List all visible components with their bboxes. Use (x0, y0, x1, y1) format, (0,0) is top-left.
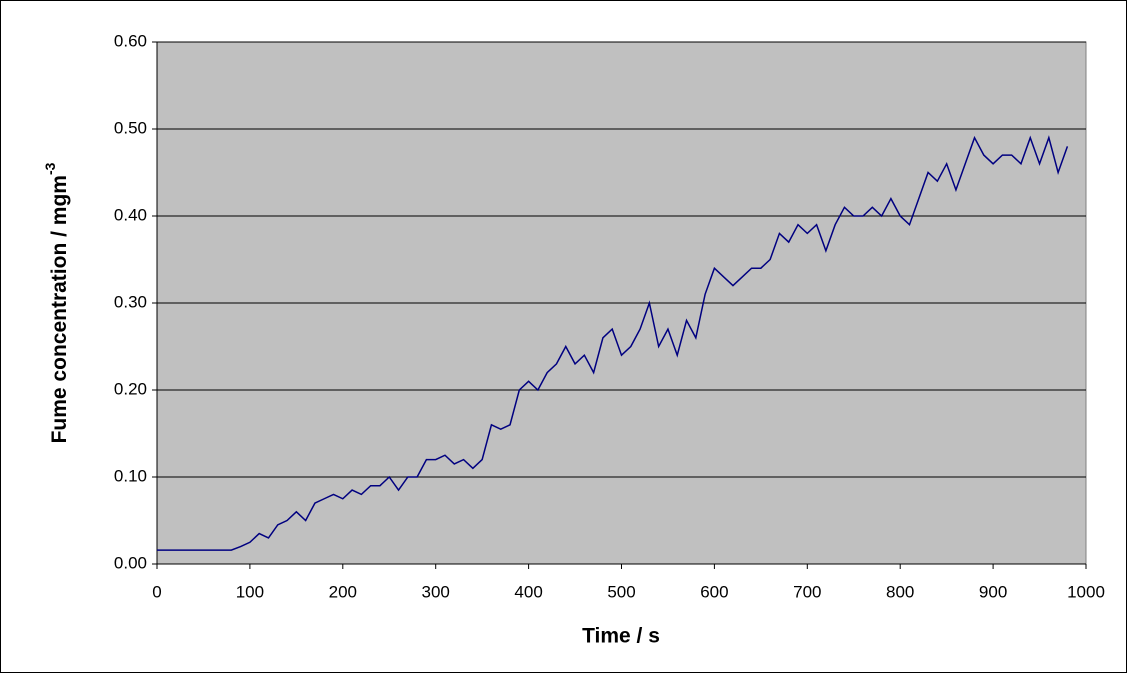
y-tick-label: 0.40 (114, 205, 147, 224)
y-tick-label: 0.30 (114, 292, 147, 311)
x-tick-label: 0 (152, 582, 161, 601)
x-axis-title: Time / s (582, 625, 660, 648)
y-axis-title-superscript: -3 (42, 162, 58, 175)
y-tick-label: 0.10 (114, 466, 147, 485)
y-tick-label: 0.50 (114, 118, 147, 137)
y-tick-label: 0.00 (114, 553, 147, 572)
data-line (157, 135, 1069, 551)
x-tick-label: 500 (607, 582, 635, 601)
x-tick-label: 700 (793, 582, 821, 601)
x-tick-label: 800 (886, 582, 914, 601)
x-tick-label: 600 (700, 582, 728, 601)
x-tick-label: 300 (422, 582, 450, 601)
x-tick-label: 1000 (1067, 582, 1105, 601)
x-tick-label: 100 (236, 582, 264, 601)
y-axis-title: Fume concentration / mgm-3 (42, 162, 71, 443)
x-tick-label: 900 (979, 582, 1007, 601)
x-tick-label: 400 (514, 582, 542, 601)
x-tick-label: 200 (329, 582, 357, 601)
y-axis-title-text: Fume concentration / mgm (48, 175, 71, 443)
y-tick-label: 0.20 (114, 379, 147, 398)
y-tick-label: 0.60 (114, 31, 147, 50)
